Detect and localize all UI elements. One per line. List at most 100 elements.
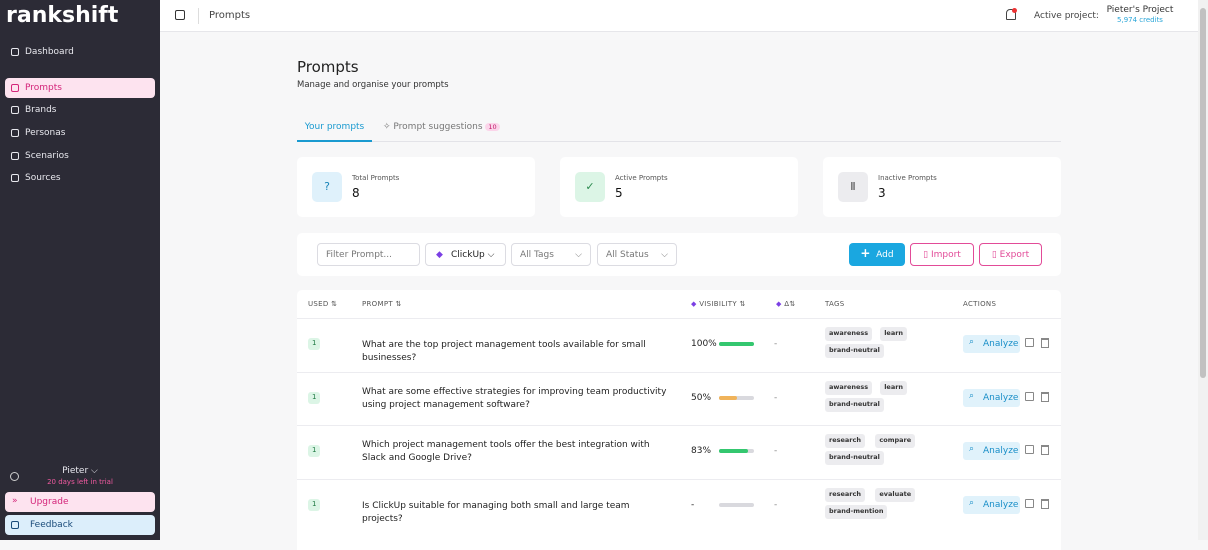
brand-label: ClickUp	[451, 250, 485, 260]
tab-label: Prompt suggestions	[393, 122, 483, 132]
column-label: PROMPT	[362, 300, 393, 308]
delete-icon[interactable]	[1041, 338, 1049, 348]
column-header[interactable]: USED ⇅	[308, 300, 338, 308]
visibility-bar	[719, 395, 737, 400]
visibility-bar	[719, 342, 754, 346]
column-header[interactable]: ◆ VISIBILITY ⇅	[691, 300, 746, 308]
prompt-text: What are the top project management tool…	[362, 340, 646, 363]
visibility-track	[719, 502, 754, 507]
prompt-table	[297, 290, 1061, 550]
tag[interactable]: awareness	[825, 327, 873, 341]
analyze-button[interactable]: ⌕ Analyze	[963, 335, 1020, 353]
brand-select[interactable]: ◆ ClickUp ⌵	[425, 243, 506, 266]
upgrade-icon: »	[12, 496, 18, 506]
tab-active[interactable]: Your prompts	[297, 122, 372, 142]
search-input[interactable]: Filter Prompt...	[317, 243, 420, 266]
analyze-label: Analyze	[983, 339, 1019, 349]
scrollbar-thumb[interactable]	[1200, 8, 1206, 378]
edit-icon[interactable]	[1025, 445, 1034, 454]
nav-item-active[interactable]: Prompts	[5, 78, 155, 98]
project-switcher[interactable]: Pieter's Project 5,974 credits	[1100, 5, 1180, 24]
import-button[interactable]: ▯ Import	[910, 243, 974, 266]
stat-card: ✓ Active Prompts 5	[560, 157, 798, 217]
nav-item[interactable]: Sources	[5, 168, 155, 188]
edit-icon[interactable]	[1025, 391, 1034, 401]
tag[interactable]: research	[825, 434, 865, 448]
user-icon	[10, 472, 19, 481]
prompt-text: Is ClickUp suitable for managing both sm…	[362, 500, 630, 524]
tab[interactable]: ✧ Prompt suggestions 10	[383, 122, 500, 132]
status-select[interactable]: All Status ⌵	[597, 243, 677, 266]
tag[interactable]: brand-neutral	[825, 344, 884, 358]
analyze-button[interactable]: ⌕ Analyze	[963, 442, 1020, 460]
nav-label: Prompts	[25, 83, 62, 93]
column-label: VISIBILITY	[699, 300, 737, 308]
delete-icon[interactable]	[1041, 391, 1049, 402]
notification-dot	[1012, 8, 1017, 13]
analyze-label: Analyze	[983, 392, 1019, 403]
notification-bell[interactable]	[1006, 9, 1016, 20]
add-button[interactable]: + Add	[849, 243, 905, 266]
stat-value: 5	[615, 186, 623, 200]
tag[interactable]: research	[825, 487, 865, 502]
used-badge: 1	[308, 445, 321, 457]
visibility-label: 50%	[691, 392, 712, 403]
nav-item[interactable]: Personas	[5, 123, 155, 143]
nav-label: Scenarios	[25, 151, 69, 161]
column-label: USED	[308, 300, 329, 308]
delta-value: -	[774, 339, 778, 349]
analyze-icon: ⌕	[969, 337, 975, 347]
tag[interactable]: learn	[880, 380, 908, 395]
nav-item[interactable]: Brands	[5, 100, 155, 120]
upgrade-button[interactable]: » Upgrade	[5, 492, 155, 512]
column-header[interactable]: ◆ Δ⇅	[776, 300, 796, 308]
tag[interactable]: compare	[875, 434, 916, 448]
tag[interactable]: brand-neutral	[825, 397, 884, 412]
column-header[interactable]: PROMPT ⇅	[362, 300, 402, 308]
tag[interactable]: brand-mention	[825, 504, 888, 519]
delete-icon[interactable]	[1041, 445, 1049, 455]
edit-icon[interactable]	[1025, 498, 1034, 508]
sidebar: rankshift Dashboard Prompts Brands Perso…	[0, 0, 160, 540]
column-header: TAGS	[825, 300, 845, 308]
analyze-label: Analyze	[983, 499, 1019, 510]
nav-label: Dashboard	[25, 47, 74, 57]
tags-label: All Tags	[520, 250, 554, 260]
edit-icon[interactable]	[1025, 338, 1034, 347]
delete-icon[interactable]	[1041, 498, 1049, 509]
tag[interactable]: brand-neutral	[825, 451, 884, 465]
trial-info: 20 days left in trial	[47, 478, 113, 486]
stat-card: ? Total Prompts 8	[297, 157, 535, 217]
upgrade-label: Upgrade	[30, 497, 69, 507]
nav-item[interactable]: Dashboard	[5, 42, 155, 62]
tag[interactable]: evaluate	[875, 487, 916, 502]
user-name-text: Pieter	[62, 466, 89, 476]
delta-value: -	[774, 392, 778, 403]
export-button[interactable]: ▯ Export	[979, 243, 1042, 266]
page-title: Prompts	[297, 58, 359, 76]
page-subtitle: Manage and organise your prompts	[297, 80, 449, 90]
tag[interactable]: awareness	[825, 380, 873, 395]
nav-item[interactable]: Scenarios	[5, 146, 155, 166]
column-header: ACTIONS	[963, 300, 997, 308]
status-label: All Status	[606, 250, 649, 260]
user-menu[interactable]: Pieter ⌵ 20 days left in trial	[30, 466, 130, 486]
prompt-text: What are some effective strategies for i…	[362, 386, 667, 410]
scrollbar	[1198, 0, 1208, 540]
stat-card: Ⅱ Inactive Prompts 3	[823, 157, 1061, 217]
stat-icon: ✓	[575, 172, 605, 202]
analyze-button[interactable]: ⌕ Analyze	[963, 495, 1020, 514]
nav-label: Personas	[25, 128, 66, 138]
analyze-icon: ⌕	[969, 444, 975, 454]
feedback-button[interactable]: Feedback	[5, 515, 155, 535]
analyze-button[interactable]: ⌕ Analyze	[963, 388, 1020, 407]
used-badge: 1	[308, 338, 321, 350]
sidebar-toggle[interactable]	[175, 10, 185, 20]
import-label: Import	[930, 250, 961, 260]
tag[interactable]: learn	[880, 327, 908, 341]
row-divider	[297, 318, 1061, 319]
tags-select[interactable]: All Tags ⌵	[511, 243, 591, 266]
brand-logo[interactable]: rankshift	[6, 3, 119, 28]
active-project-label: Active project:	[1034, 11, 1099, 21]
